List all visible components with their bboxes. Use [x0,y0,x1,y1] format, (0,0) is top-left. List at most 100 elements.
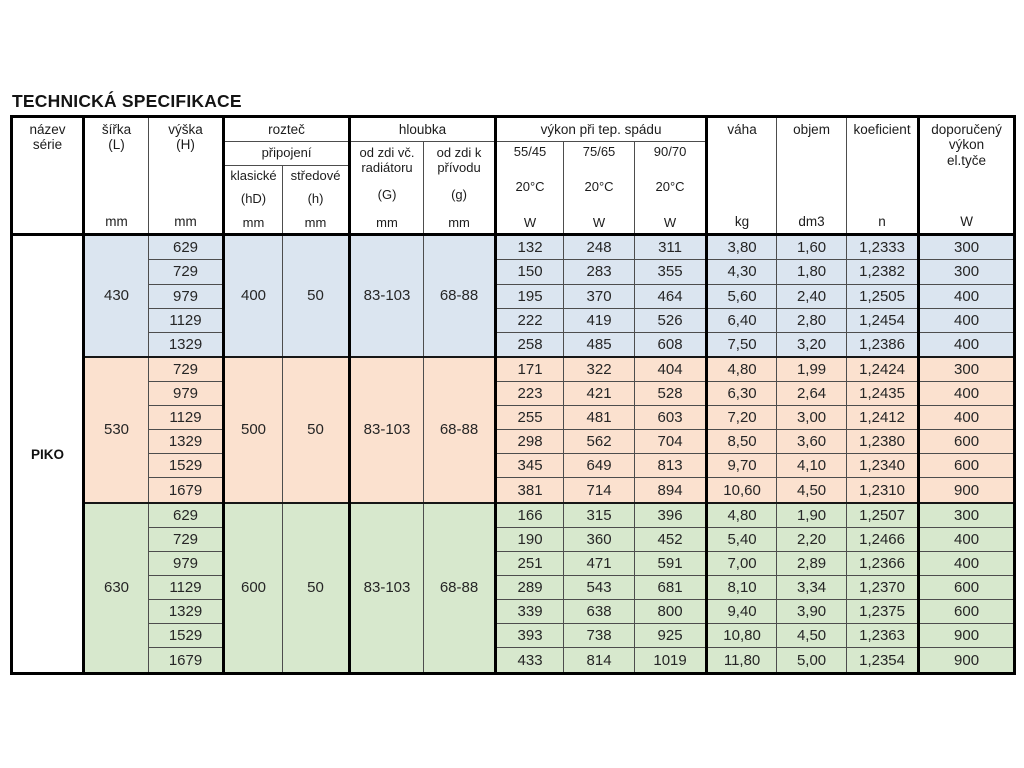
page-title: TECHNICKÁ SPECIFIKACE [12,91,242,111]
header-temp-55-45-unit: W [523,214,537,230]
header-temp-75-65: 75/65 20°C W [563,141,636,236]
cell-roztec-stredove: 50 [281,233,352,358]
cell-objem: 3,00 [776,405,848,431]
header-vaha-unit: kg [734,213,750,229]
cell-vykon-90-70: 813 [634,453,709,479]
cell-roztec-klasicke: 600 [223,501,283,674]
header-nazev-serie-label: název série [29,121,66,153]
cell-koeficient: 1,2435 [846,381,921,407]
header-od-zdi-vc: od zdi vč. radiátoru (G) mm [349,141,425,236]
cell-vyska: 629 [148,501,225,528]
cell-vaha: 5,40 [706,526,778,553]
header-od-zdi-k: od zdi k přívodu (g) mm [423,141,498,236]
cell-vykon-90-70: 681 [634,575,709,601]
cell-vykon-90-70: 528 [634,381,709,407]
header-koeficient-unit: n [878,213,886,229]
table-row: 1129 222 419 526 6,40 2,80 1,2454 400 [12,307,1016,333]
cell-roztec-klasicke: 500 [223,355,283,504]
cell-vykon-90-70: 404 [634,355,709,383]
cell-doporuceny-vykon: 600 [918,599,1016,625]
cell-objem: 1,80 [776,259,848,285]
cell-objem: 2,64 [776,381,848,407]
header-temp-55-45: 55/45 20°C W [495,141,565,236]
header-objem-unit: dm3 [798,213,825,229]
cell-vyska: 979 [148,551,225,577]
cell-vykon-75-65: 471 [563,551,636,577]
header-sirka-unit: mm [105,213,128,229]
cell-vaha: 11,80 [706,647,778,674]
cell-vykon-90-70: 1019 [634,647,709,674]
cell-vykon-75-65: 322 [563,355,636,383]
cell-sirka: 630 [83,501,149,674]
cell-vykon-75-65: 485 [563,331,636,358]
cell-vykon-90-70: 591 [634,551,709,577]
cell-doporuceny-vykon: 600 [918,453,1016,479]
cell-vyska: 1129 [148,575,225,601]
header-temp-90-70-label: 90/70 [653,143,687,159]
cell-vykon-75-65: 714 [563,477,636,504]
cell-vykon-55-45: 251 [495,551,565,577]
cell-vykon-55-45: 190 [495,526,565,553]
table-row: 979 251 471 591 7,00 2,89 1,2366 400 [12,551,1016,577]
table-row: 979 195 370 464 5,60 2,40 1,2505 400 [12,283,1016,309]
cell-vyska: 729 [148,526,225,553]
table-row: 1129 289 543 681 8,10 3,34 1,2370 600 [12,575,1016,601]
table-row: 1679 381 714 894 10,60 4,50 1,2310 900 [12,477,1016,504]
cell-doporuceny-vykon: 300 [918,259,1016,285]
cell-vykon-90-70: 704 [634,429,709,455]
series-name-cell: PIKO [11,234,85,674]
header-od-zdi-k-unit: mm [448,214,470,230]
cell-vaha: 4,30 [706,259,778,285]
header-hloubka: hloubka [349,116,498,142]
header-doporuceny: doporučený výkon el.tyče W [918,116,1016,236]
cell-koeficient: 1,2507 [846,501,921,528]
header-koeficient-label: koeficient [853,121,911,137]
cell-vyska: 979 [148,381,225,407]
header-temp-90-70: 90/70 20°C W [634,141,709,236]
cell-vykon-75-65: 370 [563,283,636,309]
cell-vyska: 1129 [148,405,225,431]
cell-vykon-75-65: 543 [563,575,636,601]
cell-vykon-90-70: 603 [634,405,709,431]
cell-vyska: 729 [148,259,225,285]
spec-table: název série šířka (L) mm výška (H) mm rozt… [10,115,1017,675]
cell-vykon-55-45: 255 [495,405,565,431]
cell-vaha: 7,00 [706,551,778,577]
cell-vaha: 9,70 [706,453,778,479]
header-klasicke: klasické (hD) mm [223,165,283,236]
cell-roztec-stredove: 50 [281,355,352,504]
header-temp-ref: 20°C [584,179,614,195]
cell-doporuceny-vykon: 400 [918,307,1016,333]
table-row: 1129 255 481 603 7,20 3,00 1,2412 400 [12,405,1016,431]
cell-vykon-90-70: 894 [634,477,709,504]
header-vykon: výkon při tep. spádu [495,116,709,142]
cell-objem: 4,50 [776,477,848,504]
cell-vykon-75-65: 315 [563,501,636,528]
header-sirka-label: šířka (L) [101,121,132,153]
table-row: PIKO 430 629 400 50 83-103 68-88 132 248 311 3,80 1… [11,233,1016,674]
cell-vykon-90-70: 464 [634,283,709,309]
header-od-zdi-vc-sub: (G) [377,186,397,202]
cell-vaha: 6,30 [706,381,778,407]
cell-koeficient: 1,2386 [846,331,921,358]
cell-koeficient: 1,2375 [846,599,921,625]
cell-koeficient: 1,2454 [846,307,921,333]
header-nazev-serie: název série [11,116,85,236]
cell-doporuceny-vykon: 900 [918,477,1016,504]
cell-objem: 5,00 [776,647,848,674]
cell-koeficient: 1,2366 [846,551,921,577]
cell-koeficient: 1,2380 [846,429,921,455]
cell-vyska: 1529 [148,623,225,649]
cell-koeficient: 1,2370 [846,575,921,601]
cell-vykon-90-70: 800 [634,599,709,625]
cell-objem: 3,20 [776,331,848,358]
cell-vykon-75-65: 638 [563,599,636,625]
cell-vykon-75-65: 738 [563,623,636,649]
cell-doporuceny-vykon: 600 [918,575,1016,601]
cell-vykon-90-70: 925 [634,623,709,649]
cell-vyska: 1329 [148,331,225,358]
cell-vykon-55-45: 223 [495,381,565,407]
cell-objem: 1,99 [776,355,848,383]
header-temp-75-65-label: 75/65 [582,143,616,159]
